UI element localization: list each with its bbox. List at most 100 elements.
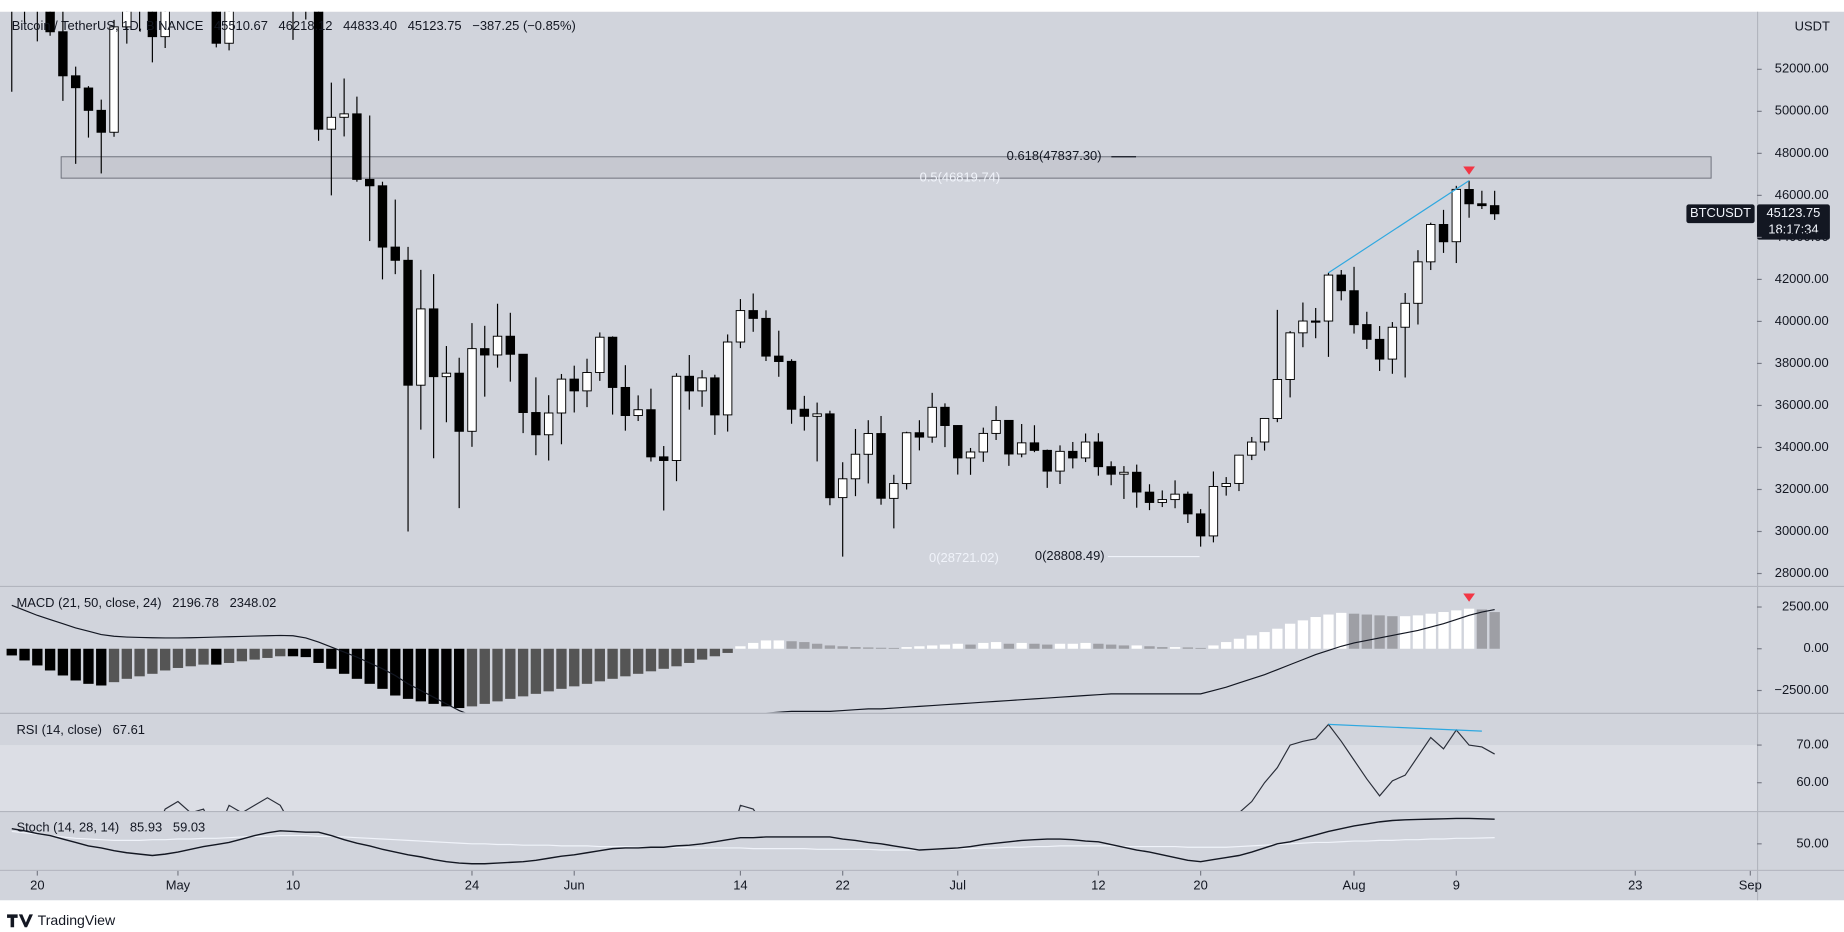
macd-histogram-bar (811, 643, 823, 649)
candle-body (1157, 499, 1167, 503)
candle-body (96, 109, 106, 133)
candle-body (735, 310, 746, 343)
macd-histogram-bar (249, 648, 260, 660)
macd-title: MACD (21, 50, close, 24) (16, 596, 161, 611)
x-tick-label: Sep (1739, 878, 1762, 893)
macd-histogram-bar (760, 640, 772, 649)
macd-histogram-bar (454, 648, 465, 709)
macd-histogram-bar (1067, 643, 1078, 649)
candle-body (1055, 450, 1065, 472)
candle-body (914, 432, 925, 438)
candle-body (1323, 274, 1334, 322)
symbol-tag-box (1686, 204, 1755, 224)
rsi-title: RSI (14, close) (16, 722, 101, 737)
legend-change: −387.25 (−0.85%) (472, 18, 575, 33)
candle-body (697, 377, 707, 392)
y-tick-label: 38000.00 (1775, 355, 1829, 370)
macd-histogram-bar (1221, 642, 1232, 649)
macd-histogram-bar (824, 645, 836, 649)
macd-histogram-bar (888, 647, 900, 649)
fib-label: 0.5(46819.74) (920, 170, 1000, 185)
candle-body (1208, 485, 1219, 537)
stoch-title: Stoch (14, 28, 14) (16, 820, 119, 835)
candle-body (441, 372, 452, 378)
candle-body (569, 378, 579, 392)
bearish-signal (1463, 166, 1475, 175)
candle-body (953, 425, 963, 459)
y-tick-label: 50000.00 (1775, 103, 1829, 118)
candle-body (1119, 471, 1129, 475)
candle-body (684, 375, 694, 392)
macd-histogram-bar (1463, 608, 1475, 649)
candle-body (1183, 493, 1193, 515)
macd-histogram-bar (338, 648, 350, 674)
macd-histogram-bar (108, 648, 120, 683)
macd-histogram-bar (952, 643, 963, 649)
candle-body (774, 355, 784, 362)
macd-histogram-bar (1118, 645, 1130, 649)
x-tick-label: 14 (733, 878, 747, 893)
macd-histogram-bar (658, 648, 669, 669)
macd-histogram-bar (6, 648, 17, 656)
y-tick-label: 32000.00 (1775, 481, 1829, 496)
candle-body (1042, 449, 1052, 472)
macd-histogram-bar (978, 642, 989, 649)
macd-histogram-bar (351, 648, 363, 679)
candle-body (109, 26, 119, 133)
candle-body (646, 409, 656, 458)
candle-body (671, 375, 682, 461)
y-tick-label: −2500.00 (1774, 682, 1828, 697)
fib-label: 0.618(47837.30) (1007, 148, 1102, 163)
macd-histogram-bar (1348, 613, 1360, 649)
brand-icon (7, 914, 33, 928)
candle-body (377, 185, 388, 248)
macd-histogram-bar (159, 648, 171, 671)
candle-body (1004, 419, 1014, 455)
candle-body (595, 336, 605, 373)
candle-body (1310, 320, 1321, 323)
candle-body (1247, 441, 1257, 456)
y-tick-label: 52000.00 (1775, 61, 1829, 76)
symbol-legend: Bitcoin / TetherUS, 1D, BINANCE 45510.67… (12, 18, 576, 33)
macd-histogram-bar (1182, 647, 1194, 649)
macd-histogram-bar (1451, 610, 1462, 649)
macd-histogram-bar (70, 648, 81, 681)
candle-body (122, 11, 132, 28)
candle-body (1349, 290, 1359, 326)
y-tick-label: 60.00 (1796, 774, 1828, 789)
candle-body (620, 386, 631, 417)
candle-body (1272, 378, 1283, 419)
candle-body (1426, 224, 1436, 263)
candle-body (940, 406, 950, 426)
macd-histogram-bar (479, 648, 490, 704)
macd-histogram-bar (696, 648, 708, 660)
macd-histogram-bar (57, 648, 69, 676)
y-tick-label: 40000.00 (1775, 313, 1829, 328)
macd-histogram-bar (556, 648, 567, 689)
brand-name: TradingView (38, 912, 116, 928)
macd-histogram-bar (1157, 647, 1168, 649)
macd-histogram-bar (1246, 635, 1257, 649)
macd-histogram-bar (1029, 643, 1040, 649)
candle-body (1234, 454, 1244, 484)
macd-histogram-bar (569, 648, 580, 687)
candle-body (1489, 205, 1500, 215)
macd-histogram-bar (492, 648, 503, 702)
macd-histogram-bar (172, 648, 184, 668)
x-tick-label: 24 (465, 878, 479, 893)
legend-high: 46218.12 (279, 18, 333, 33)
y-tick-label: 42000.00 (1775, 271, 1829, 286)
macd-histogram-bar (530, 648, 542, 694)
bearish-signal (1463, 593, 1475, 602)
macd-histogram-bar (1105, 644, 1117, 649)
macd-histogram-bar (1233, 638, 1245, 649)
macd-histogram-bar (1438, 612, 1449, 649)
candle-body (1413, 261, 1423, 304)
macd-histogram-bar (1080, 642, 1091, 649)
macd-histogram-bar (1003, 643, 1015, 649)
candle-body (722, 341, 733, 416)
candle-body (1362, 324, 1372, 340)
macd-histogram-bar (632, 648, 644, 674)
macd-histogram-bar (1093, 643, 1104, 649)
macd-histogram-bar (364, 648, 375, 684)
